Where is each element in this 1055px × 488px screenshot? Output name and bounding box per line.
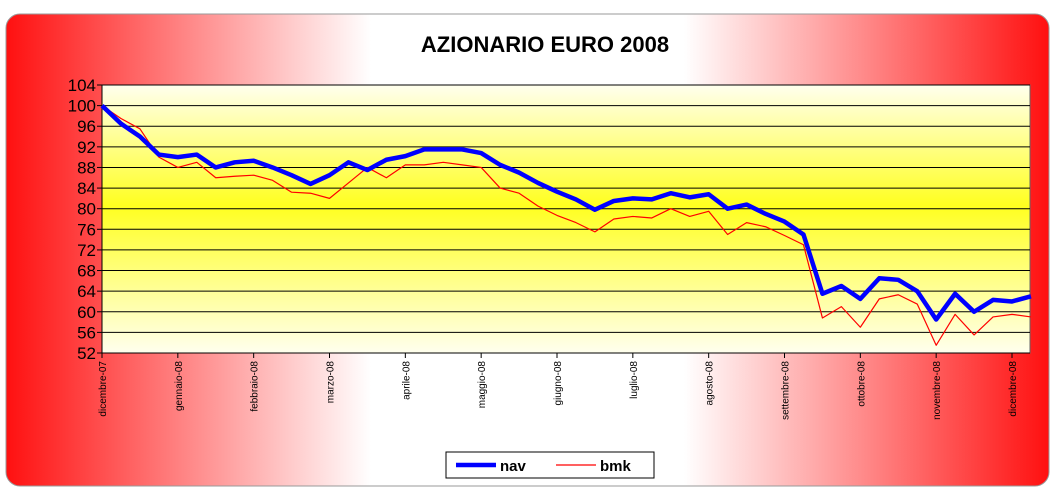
- x-tick-label: aprile-08: [401, 361, 412, 400]
- y-tick-label: 72: [77, 241, 96, 260]
- x-tick-label: dicembre-08: [1008, 361, 1019, 417]
- y-tick-label: 88: [77, 158, 96, 177]
- x-tick-label: luglio-08: [629, 361, 640, 399]
- y-tick-label: 68: [77, 262, 96, 281]
- y-tick-label: 92: [77, 138, 96, 157]
- x-tick-label: gennaio-08: [174, 361, 185, 411]
- x-tick-label: marzo-08: [326, 361, 337, 404]
- chart-title: AZIONARIO EURO 2008: [421, 32, 669, 57]
- x-tick-label: maggio-08: [477, 361, 488, 409]
- x-tick-label: dicembre-07: [98, 361, 109, 417]
- legend-label: bmk: [600, 458, 632, 475]
- x-tick-label: novembre-08: [932, 361, 943, 420]
- y-tick-label: 60: [77, 303, 96, 322]
- y-tick-label: 84: [77, 179, 96, 198]
- y-tick-label: 100: [68, 97, 96, 116]
- series-line: [101, 105, 1032, 346]
- y-tick-label: 52: [77, 344, 96, 363]
- series-line: [100, 103, 1032, 322]
- y-tick-label: 56: [77, 323, 96, 342]
- y-tick-label: 96: [77, 117, 96, 136]
- x-tick-label: ottobre-08: [856, 361, 867, 407]
- x-tick-label: febbraio-08: [250, 361, 261, 412]
- y-tick-label: 64: [77, 282, 96, 301]
- y-tick-label: 104: [68, 76, 96, 95]
- x-tick-label: settembre-08: [781, 361, 792, 420]
- legend-label: nav: [500, 458, 527, 475]
- y-tick-label: 76: [77, 220, 96, 239]
- x-tick-label: agosto-08: [705, 361, 716, 406]
- y-tick-label: 80: [77, 200, 96, 219]
- x-tick-label: giugno-08: [553, 361, 564, 406]
